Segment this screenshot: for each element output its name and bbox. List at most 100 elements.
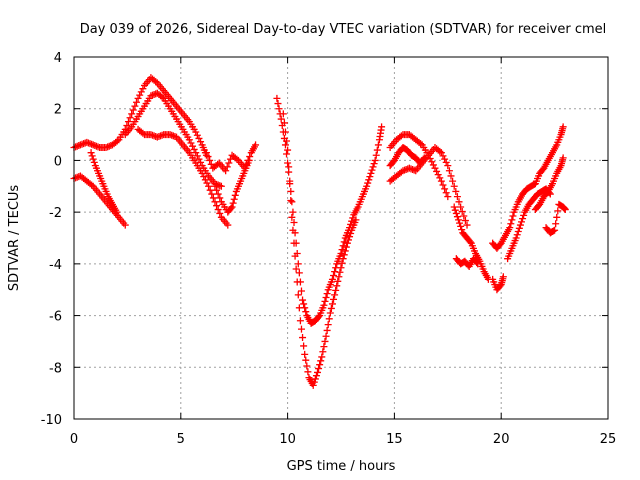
data-point-marker — [230, 195, 238, 203]
x-tick-label: 10 — [279, 432, 296, 447]
data-point-marker — [344, 236, 352, 244]
data-points — [70, 74, 569, 389]
data-point-marker — [496, 282, 504, 290]
data-point-marker — [315, 313, 323, 321]
data-point-marker — [185, 136, 193, 144]
data-point-marker — [436, 174, 444, 182]
data-point-marker — [453, 193, 461, 201]
data-point-marker — [371, 156, 379, 164]
series-arc-18 — [531, 154, 567, 214]
x-tick-label: 15 — [386, 432, 403, 447]
data-point-marker — [321, 297, 329, 305]
data-point-marker — [338, 259, 346, 267]
data-point-marker — [348, 217, 356, 225]
series-arc-14 — [452, 255, 482, 270]
series-arc-19 — [542, 200, 569, 237]
data-point-marker — [309, 381, 317, 389]
data-point-marker — [322, 293, 330, 301]
data-point-marker — [303, 362, 311, 370]
data-point-marker — [374, 141, 382, 149]
data-point-marker — [136, 91, 144, 99]
data-point-marker — [445, 167, 453, 175]
data-point-marker — [474, 260, 482, 268]
data-point-marker — [457, 222, 465, 230]
data-point-marker — [330, 295, 338, 303]
data-point-marker — [302, 356, 310, 364]
y-tick-label: -4 — [49, 258, 62, 273]
data-point-marker — [311, 375, 319, 383]
data-point-marker — [347, 229, 355, 237]
data-point-marker — [229, 199, 237, 207]
data-point-marker — [284, 159, 292, 167]
data-point-marker — [324, 321, 332, 329]
data-point-marker — [233, 155, 241, 163]
data-point-marker — [277, 115, 285, 123]
data-point-marker — [552, 220, 560, 228]
data-point-marker — [323, 326, 331, 334]
data-point-marker — [506, 224, 514, 232]
data-point-marker — [202, 149, 210, 157]
data-point-marker — [559, 123, 567, 131]
data-point-marker — [463, 221, 471, 229]
data-point-marker — [318, 353, 326, 361]
series-arc-3 — [87, 149, 121, 216]
data-point-marker — [231, 191, 239, 199]
data-point-marker — [460, 212, 468, 220]
data-point-marker — [346, 233, 354, 241]
data-point-marker — [331, 291, 339, 299]
x-tick-label: 25 — [600, 432, 617, 447]
data-point-marker — [553, 213, 561, 221]
data-point-marker — [419, 155, 427, 163]
data-point-marker — [296, 317, 304, 325]
data-point-marker — [275, 105, 283, 113]
series-arc-4 — [121, 89, 225, 190]
data-point-marker — [88, 152, 96, 160]
data-point-marker — [290, 239, 298, 247]
data-point-marker — [316, 361, 324, 369]
data-point-marker — [134, 94, 142, 102]
data-point-marker — [336, 268, 344, 276]
data-point-marker — [340, 251, 348, 259]
data-point-marker — [131, 102, 139, 110]
data-point-marker — [227, 204, 235, 212]
data-point-marker — [397, 132, 405, 140]
data-point-marker — [367, 169, 375, 177]
data-point-marker — [321, 337, 329, 345]
series-arc-9 — [279, 110, 360, 389]
data-point-marker — [205, 182, 213, 190]
data-point-marker — [113, 208, 121, 216]
data-point-marker — [304, 368, 312, 376]
data-point-marker — [245, 156, 253, 164]
data-point-marker — [126, 114, 134, 122]
data-point-marker — [128, 110, 136, 118]
data-point-marker — [129, 106, 137, 114]
data-point-marker — [339, 255, 347, 263]
data-point-marker — [554, 207, 562, 215]
data-point-marker — [312, 372, 320, 380]
data-point-marker — [123, 122, 131, 130]
data-point-marker — [328, 275, 336, 283]
data-point-marker — [473, 259, 481, 267]
data-point-marker — [314, 368, 322, 376]
data-point-marker — [319, 348, 327, 356]
data-point-marker — [437, 177, 445, 185]
data-point-marker — [457, 203, 465, 211]
y-tick-label: -2 — [49, 206, 62, 221]
data-point-marker — [310, 378, 318, 386]
data-point-marker — [326, 309, 334, 317]
data-point-marker — [252, 141, 260, 149]
data-point-marker — [299, 296, 307, 304]
data-point-marker — [320, 343, 328, 351]
series-arc-16 — [489, 123, 567, 252]
x-tick-label: 20 — [493, 432, 510, 447]
data-point-marker — [290, 218, 298, 226]
data-point-marker — [551, 226, 559, 234]
data-point-marker — [450, 182, 458, 190]
data-point-marker — [137, 88, 145, 96]
data-point-marker — [449, 177, 457, 185]
data-point-marker — [461, 217, 469, 225]
data-point-marker — [456, 219, 464, 227]
data-point-marker — [193, 131, 201, 139]
data-point-marker — [420, 154, 428, 162]
